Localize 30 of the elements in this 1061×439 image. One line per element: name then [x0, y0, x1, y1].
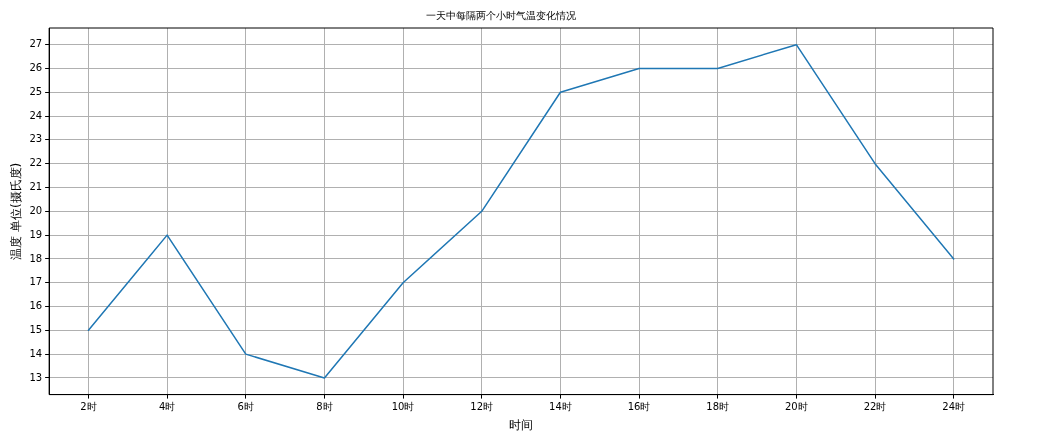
y-tick-label: 21: [29, 181, 43, 193]
y-tick-label: 16: [29, 300, 43, 312]
y-tick-label: 27: [29, 38, 43, 50]
y-axis-title: 温度 单位(摄氏度): [9, 162, 24, 260]
y-tick-label: 24: [29, 109, 43, 121]
x-tick-label: 2时: [80, 401, 97, 413]
x-tick-label: 12时: [470, 401, 494, 413]
x-tick-label: 18时: [706, 401, 730, 413]
x-tick-label: 10时: [391, 401, 415, 413]
x-tick-label: 8时: [316, 401, 333, 413]
y-tick-label: 17: [29, 276, 43, 288]
x-axis-title: 时间: [509, 417, 534, 432]
x-tick-label: 4时: [158, 401, 176, 413]
chart-title: 一天中每隔两个小时气温变化情况: [425, 9, 576, 21]
x-tick-label: 24时: [942, 401, 966, 413]
x-tick-label: 16时: [627, 401, 651, 413]
y-tick-label: 19: [29, 228, 43, 240]
y-tick-label: 25: [29, 85, 43, 97]
y-tick-label: 23: [29, 133, 43, 145]
x-tick-label: 14时: [549, 401, 572, 413]
x-tick-label: 6时: [237, 401, 254, 413]
y-tick-label: 13: [29, 371, 43, 383]
x-tick-label: 22时: [863, 401, 887, 413]
y-tick-label: 20: [29, 204, 43, 216]
y-tick-label: 26: [29, 62, 43, 74]
y-tick-label: 15: [29, 323, 43, 335]
y-tick-label: 22: [29, 157, 43, 169]
x-tick-label: 20时: [784, 401, 808, 413]
y-tick-label: 18: [29, 252, 43, 264]
y-tick-label: 14: [29, 347, 43, 359]
